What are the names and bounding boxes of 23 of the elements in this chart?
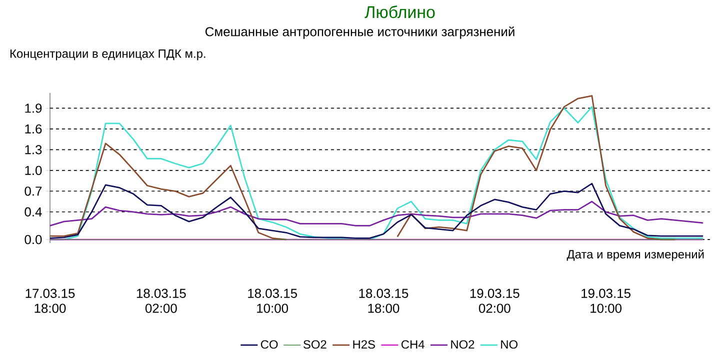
x-tick-label: 19.03.15 10:00 — [582, 288, 630, 313]
y-tick-label: 0.7 — [24, 186, 42, 196]
legend-label: NO — [501, 340, 518, 349]
legend-label: SO2 — [304, 340, 326, 349]
legend-label: CO — [260, 340, 278, 349]
y-tick-label: 0.0 — [24, 234, 42, 244]
y-tick-label: 0.4 — [24, 207, 42, 216]
y-tick-label: 1.9 — [25, 104, 42, 113]
legend-label: CH4 — [402, 340, 424, 349]
x-tick-label: 18.03.15 18:00 — [359, 288, 408, 313]
y-tick-label: 1.0 — [25, 166, 42, 175]
y-axis-title: Концентрации в единицах ПДК м.р. — [10, 50, 206, 60]
x-tick-label: 19.03.15 02:00 — [470, 288, 520, 313]
x-tick-label: 18.03.15 10:00 — [248, 288, 297, 313]
x-tick-label: 17.03.15 18:00 — [26, 288, 75, 313]
legend-label: H2S — [353, 340, 375, 349]
x-tick-label: 18.03.15 02:00 — [136, 288, 186, 313]
x-axis-title: Дата и время измерений — [566, 250, 704, 261]
y-tick-label: 1.6 — [25, 124, 42, 134]
chart-subtitle: Смешанные антропогенные источники загрязнений — [205, 26, 514, 39]
y-tick-label: 1.3 — [25, 145, 42, 154]
chart-title: Люблино — [364, 6, 435, 18]
legend-label: NO2 — [451, 340, 474, 349]
